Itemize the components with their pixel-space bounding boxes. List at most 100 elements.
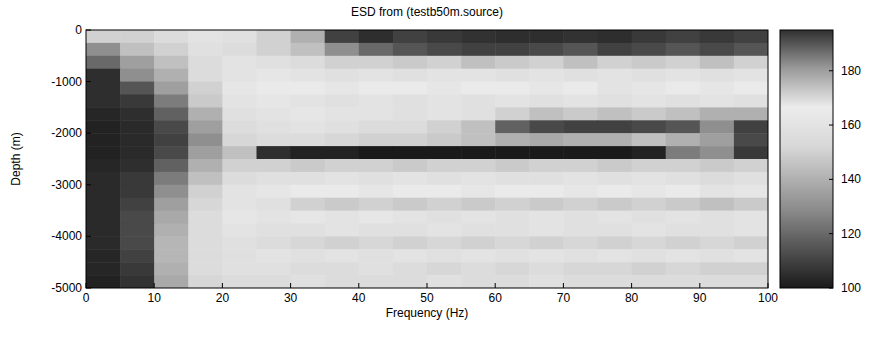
cell	[461, 275, 496, 288]
cell	[529, 262, 564, 275]
cell	[188, 30, 223, 43]
cell	[563, 262, 598, 275]
cell	[222, 30, 257, 43]
cell	[154, 211, 189, 224]
cell	[563, 185, 598, 198]
cell	[120, 224, 155, 237]
y-tick	[86, 133, 91, 134]
cell	[154, 69, 189, 82]
cell	[427, 120, 462, 133]
cell	[734, 82, 768, 95]
cell	[598, 82, 633, 95]
cell	[359, 95, 394, 108]
cell	[734, 262, 768, 275]
cell	[427, 262, 462, 275]
x-tick-label: 60	[489, 291, 503, 305]
cell	[257, 211, 292, 224]
cell	[529, 30, 564, 43]
cell	[154, 107, 189, 120]
cell	[529, 69, 564, 82]
cell	[632, 30, 667, 43]
cell	[734, 236, 768, 249]
x-tick-label: 10	[148, 291, 162, 305]
cell	[666, 146, 701, 159]
cell	[427, 30, 462, 43]
cell	[325, 120, 360, 133]
cell	[359, 172, 394, 185]
cell	[461, 236, 496, 249]
cell	[461, 82, 496, 95]
cell	[598, 211, 633, 224]
y-tick-label: 0	[75, 23, 82, 37]
cell	[529, 159, 564, 172]
cell	[188, 95, 223, 108]
cell	[529, 107, 564, 120]
cell	[154, 146, 189, 159]
cell	[120, 185, 155, 198]
cell	[291, 120, 326, 133]
cell	[563, 56, 598, 69]
cell	[154, 262, 189, 275]
cell	[222, 262, 257, 275]
cell	[291, 133, 326, 146]
x-tick	[222, 283, 223, 288]
cell	[393, 236, 428, 249]
cell	[325, 198, 360, 211]
cell	[529, 224, 564, 237]
cell	[632, 107, 667, 120]
y-tick	[86, 288, 91, 289]
cell	[461, 30, 496, 43]
cell	[666, 159, 701, 172]
cell	[257, 198, 292, 211]
cell	[291, 146, 326, 159]
cell	[325, 275, 360, 288]
cell	[461, 43, 496, 56]
cell	[257, 56, 292, 69]
cell	[222, 198, 257, 211]
cell	[427, 146, 462, 159]
cell	[291, 95, 326, 108]
cell	[427, 275, 462, 288]
y-tick	[86, 184, 91, 185]
x-tick	[86, 283, 87, 288]
cell	[461, 185, 496, 198]
cell	[495, 43, 530, 56]
cell	[461, 211, 496, 224]
cell	[188, 56, 223, 69]
x-tick-label: 70	[557, 291, 571, 305]
cell	[734, 198, 768, 211]
y-axis-title: Depth (m)	[9, 132, 23, 185]
cell	[666, 249, 701, 262]
cell	[291, 69, 326, 82]
cell	[700, 275, 735, 288]
cell	[120, 95, 155, 108]
x-tick	[768, 283, 769, 288]
cell	[666, 236, 701, 249]
cell	[598, 159, 633, 172]
cell	[632, 69, 667, 82]
cell	[393, 249, 428, 262]
cell	[529, 211, 564, 224]
cell	[632, 224, 667, 237]
cell	[734, 43, 768, 56]
cell	[154, 275, 189, 288]
cell	[393, 146, 428, 159]
cell	[325, 211, 360, 224]
cell	[291, 172, 326, 185]
cell	[734, 275, 768, 288]
cell	[257, 43, 292, 56]
cell	[359, 82, 394, 95]
cell	[86, 120, 121, 133]
y-tick	[86, 30, 91, 31]
cell	[632, 185, 667, 198]
cell	[188, 107, 223, 120]
cell	[257, 120, 292, 133]
cell	[427, 95, 462, 108]
cell	[529, 133, 564, 146]
cell	[291, 107, 326, 120]
cell	[598, 133, 633, 146]
cell	[188, 146, 223, 159]
cell	[700, 69, 735, 82]
cell	[461, 69, 496, 82]
cell	[529, 172, 564, 185]
